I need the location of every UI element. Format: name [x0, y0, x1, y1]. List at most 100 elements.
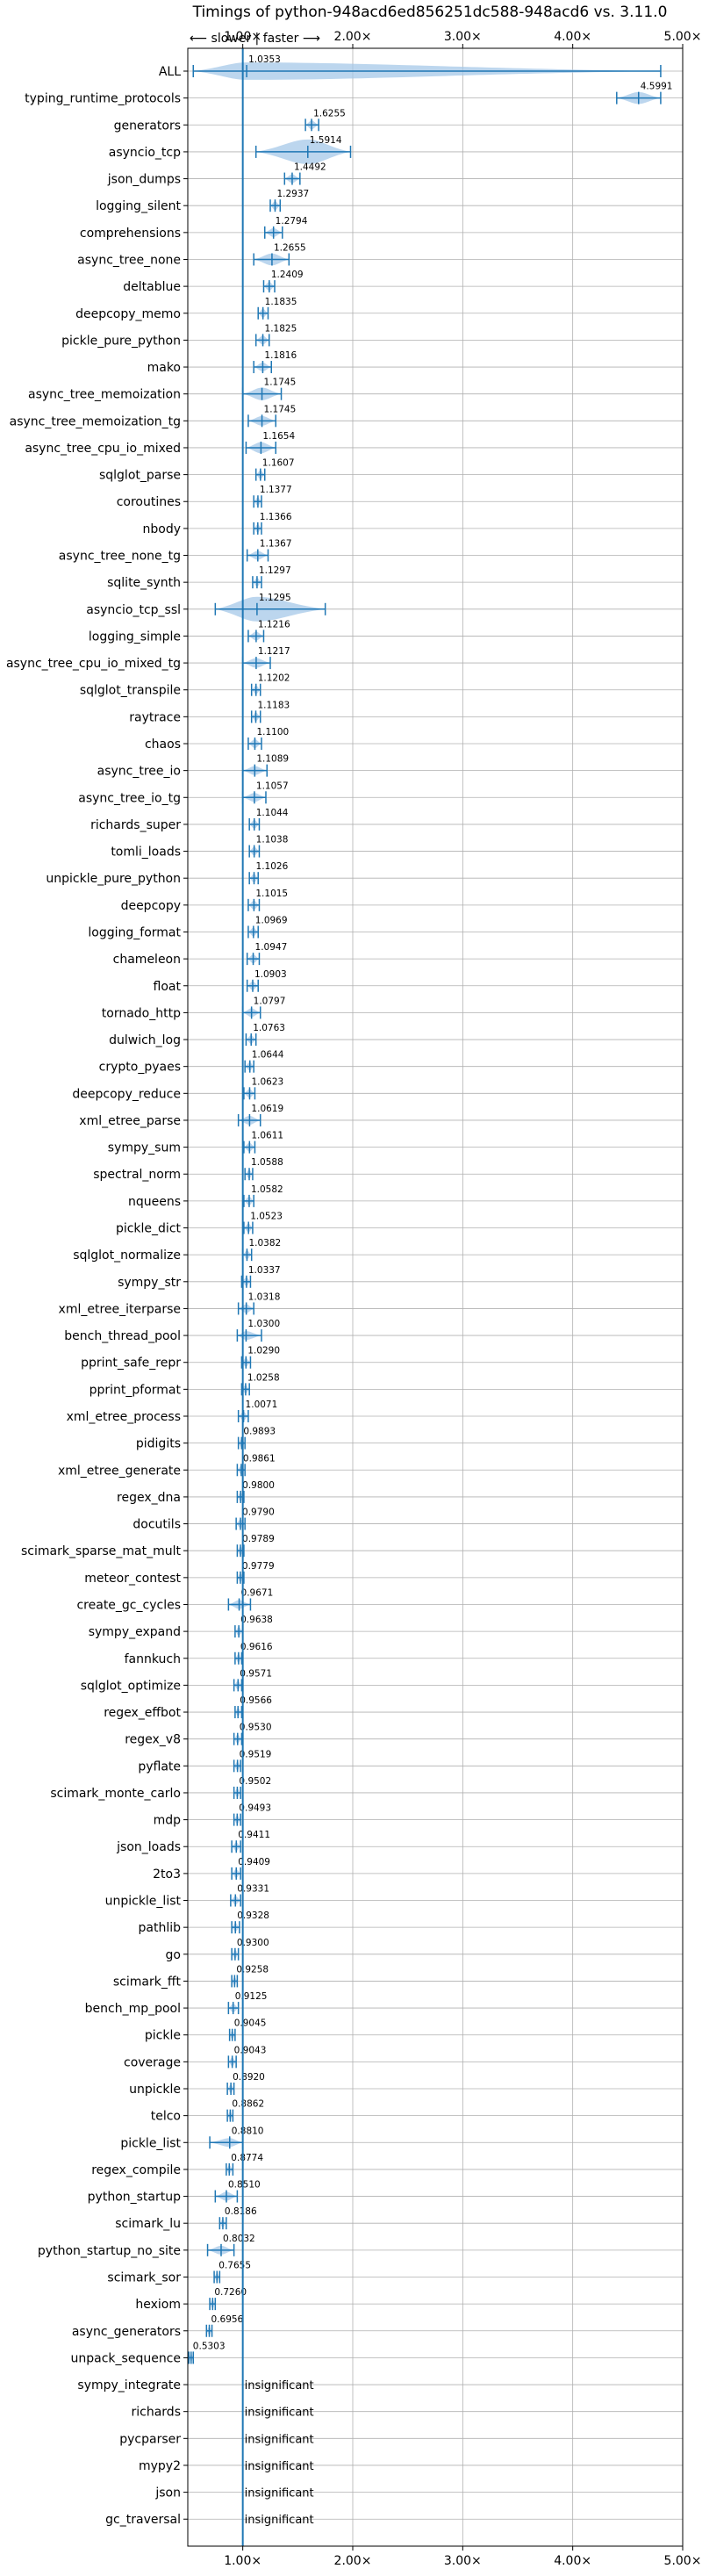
y-tick-label: bench_mp_pool: [85, 2002, 181, 2016]
y-tick-label: pathlib: [139, 1921, 182, 1935]
value-label: 1.1217: [258, 646, 290, 657]
y-tick-label: async_generators: [72, 2325, 181, 2339]
value-label: 1.0588: [251, 1157, 283, 1168]
value-label: 0.9616: [240, 1642, 273, 1652]
value-label: 1.1089: [256, 754, 289, 765]
value-label: 0.9779: [242, 1561, 275, 1572]
x-tick-label-top: 3.00×: [444, 30, 482, 44]
value-label: 0.8862: [232, 2099, 264, 2110]
y-tick-label: sympy_expand: [89, 1625, 181, 1639]
value-label: 1.6255: [313, 108, 346, 119]
value-label: 1.0318: [248, 1292, 281, 1302]
y-tick-label: generators: [114, 119, 181, 133]
y-tick-label: go: [166, 1948, 181, 1962]
insignificant-label: insignificant: [245, 2407, 314, 2420]
y-tick-label: unpickle_list: [105, 1895, 182, 1909]
value-label: 1.0258: [247, 1372, 280, 1383]
insignificant-label: insignificant: [245, 2433, 314, 2446]
value-label: 0.8510: [228, 2180, 261, 2191]
value-label: 1.0763: [253, 1023, 285, 1033]
y-tick-label: sqlglot_transpile: [80, 684, 181, 698]
y-tick-label: sympy_sum: [108, 1141, 181, 1155]
value-label: 1.1377: [260, 485, 292, 495]
y-tick-label: docutils: [133, 1518, 181, 1532]
x-tick-label-top: 2.00×: [334, 30, 372, 44]
y-tick-label: unpickle: [129, 2083, 181, 2097]
y-tick-label: regex_dna: [117, 1491, 181, 1505]
value-label: 0.9571: [240, 1668, 272, 1679]
value-label: 1.1044: [256, 808, 289, 818]
value-label: 0.9045: [234, 2018, 267, 2029]
x-tick-label-top: 5.00×: [664, 30, 702, 44]
value-label: 1.0071: [246, 1400, 278, 1410]
y-tick-label: deepcopy_reduce: [72, 1087, 181, 1101]
y-tick-label: fannkuch: [125, 1652, 181, 1666]
insignificant-label: insignificant: [245, 2514, 314, 2527]
value-label: 1.1038: [256, 835, 289, 845]
value-label: 0.8920: [233, 2072, 265, 2083]
y-tick-label: async_tree_io: [97, 765, 181, 779]
y-tick-label: async_tree_none_tg: [59, 550, 181, 564]
y-tick-label: json: [154, 2486, 181, 2500]
value-label: 0.9671: [241, 1587, 274, 1598]
y-tick-label: xml_etree_process: [67, 1410, 181, 1424]
value-label: 1.0903: [254, 969, 287, 980]
y-tick-label: bench_thread_pool: [64, 1329, 181, 1343]
y-tick-label: coroutines: [117, 495, 181, 509]
value-label: 0.9258: [236, 1964, 269, 1975]
y-tick-label: 2to3: [153, 1867, 181, 1882]
y-tick-label: xml_etree_generate: [58, 1464, 181, 1478]
value-label: 0.9502: [239, 1776, 271, 1787]
y-tick-label: asyncio_tcp_ssl: [86, 603, 181, 617]
y-tick-label: json_dumps: [107, 173, 181, 187]
value-label: 0.5303: [193, 2341, 226, 2351]
y-tick-label: regex_effbot: [104, 1706, 181, 1720]
y-tick-label: richards: [132, 2406, 182, 2420]
y-tick-label: asyncio_tcp: [109, 146, 181, 160]
y-tick-label: coverage: [124, 2055, 181, 2069]
axes-layer: ALL typing_runtime_protocols generators asy…: [6, 30, 702, 2568]
insignificant-label: insignificant: [245, 2460, 314, 2473]
value-label: 0.9331: [237, 1884, 269, 1895]
value-label: 1.1183: [257, 700, 290, 710]
value-label: 1.0382: [248, 1238, 281, 1248]
value-label: 1.1057: [256, 781, 289, 791]
y-tick-label: sqlglot_optimize: [81, 1679, 181, 1693]
value-label: 1.0947: [255, 942, 288, 953]
y-tick-label: typing_runtime_protocols: [25, 92, 181, 106]
value-label: 0.9530: [240, 1723, 272, 1733]
plot-frame: [187, 47, 684, 2547]
marks-layer: 1.0353 4.5991 1.6255 1.5914 1.4492 1.2937 1.27…: [188, 54, 673, 2527]
y-tick-label: chaos: [145, 738, 181, 752]
value-label: 1.0337: [248, 1265, 281, 1276]
y-tick-label: hexiom: [135, 2298, 181, 2312]
x-tick-label-bottom: 2.00×: [334, 2554, 372, 2568]
y-tick-label: async_tree_memoization_tg: [10, 414, 181, 428]
y-tick-label: nbody: [143, 522, 182, 536]
y-tick-label: mdp: [154, 1814, 182, 1828]
chart-title: Timings of python-948acd6ed856251dc588-9…: [192, 4, 668, 21]
y-tick-label: json_loads: [116, 1840, 181, 1854]
value-label: 1.1366: [260, 512, 292, 522]
y-tick-label: xml_etree_iterparse: [59, 1302, 181, 1316]
value-label: 1.2409: [271, 270, 304, 280]
value-label: 0.9411: [238, 1830, 270, 1840]
y-tick-label: chameleon: [113, 953, 181, 967]
y-tick-label: scimark_lu: [115, 2217, 181, 2231]
value-label: 0.9790: [242, 1507, 275, 1518]
insignificant-label: insignificant: [245, 2487, 314, 2500]
value-label: 0.7260: [214, 2287, 247, 2298]
y-tick-label: tornado_http: [102, 1006, 181, 1020]
value-label: 1.0582: [251, 1184, 283, 1195]
value-label: 1.1745: [264, 404, 297, 414]
value-label: 1.1100: [256, 727, 289, 738]
value-label: 1.1825: [265, 323, 297, 334]
value-label: 1.0797: [254, 996, 286, 1006]
y-tick-label: pickle: [145, 2029, 181, 2043]
x-tick-label-bottom: 4.00×: [554, 2554, 591, 2568]
value-label: 0.7655: [218, 2260, 251, 2270]
value-label: 0.9328: [237, 1910, 269, 1921]
y-tick-label: unpack_sequence: [71, 2351, 181, 2365]
y-tick-label: pickle_list: [120, 2136, 181, 2150]
value-label: 0.8186: [225, 2206, 257, 2217]
